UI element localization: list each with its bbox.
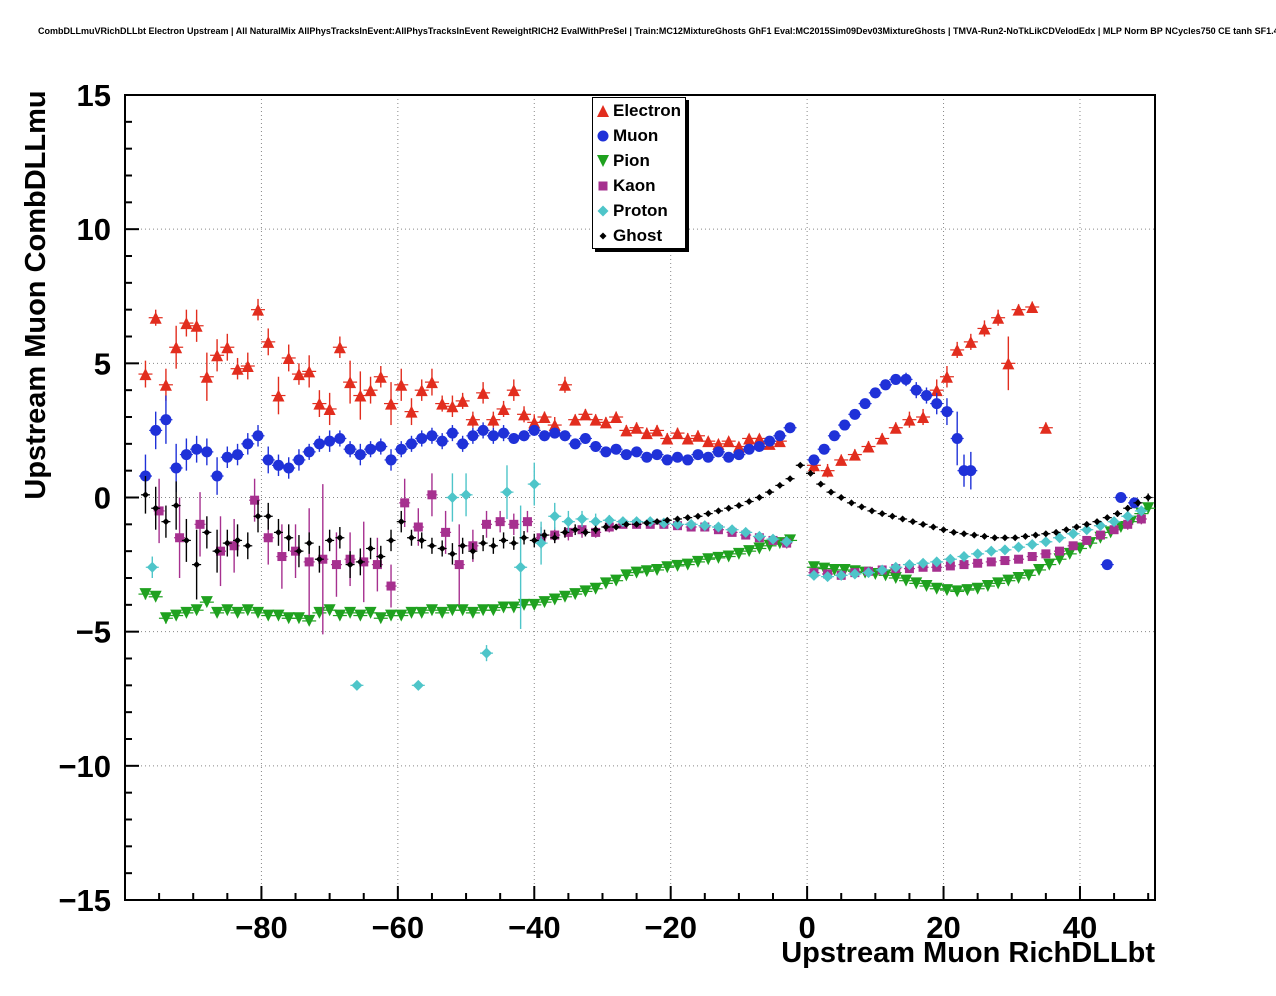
svg-text:Upstream Muon CombDLLmu: Upstream Muon CombDLLmu (20, 90, 52, 499)
svg-text:15: 15 (77, 78, 111, 113)
svg-text:−80: −80 (235, 910, 288, 945)
muon-marker-icon (595, 128, 611, 144)
svg-text:Upstream Muon RichDLLbt: Upstream Muon RichDLLbt (781, 937, 1155, 969)
svg-text:20: 20 (926, 910, 960, 945)
legend-item-kaon: Kaon (593, 173, 685, 198)
proton-marker-icon (595, 203, 611, 219)
svg-text:−60: −60 (372, 910, 425, 945)
legend-item-electron: Electron (593, 98, 685, 123)
chart-title: CombDLLmuVRichDLLbt Electron Upstream | … (38, 26, 1276, 36)
legend-label-ghost: Ghost (613, 225, 663, 245)
legend-item-proton: Proton (593, 198, 685, 223)
svg-text:−10: −10 (58, 749, 111, 784)
legend-item-muon: Muon (593, 123, 685, 148)
svg-text:−20: −20 (644, 910, 697, 945)
svg-text:−40: −40 (508, 910, 561, 945)
legend-label-proton: Proton (613, 200, 668, 220)
legend: Electron Muon Pion Kaon Proton Ghost (592, 97, 686, 249)
legend-label-pion: Pion (613, 150, 650, 170)
svg-text:10: 10 (77, 212, 111, 247)
svg-text:−5: −5 (76, 615, 111, 650)
legend-item-ghost: Ghost (593, 223, 685, 248)
pion-marker-icon (595, 153, 611, 169)
legend-label-electron: Electron (613, 100, 682, 120)
kaon-marker-icon (595, 178, 611, 194)
svg-text:5: 5 (94, 346, 111, 381)
legend-label-muon: Muon (613, 125, 659, 145)
svg-text:0: 0 (94, 481, 111, 516)
svg-text:0: 0 (798, 910, 815, 945)
legend-label-kaon: Kaon (613, 175, 656, 195)
electron-marker-icon (595, 103, 611, 119)
svg-text:40: 40 (1063, 910, 1097, 945)
svg-text:−15: −15 (58, 883, 111, 918)
legend-item-pion: Pion (593, 148, 685, 173)
ghost-marker-icon (595, 228, 611, 244)
